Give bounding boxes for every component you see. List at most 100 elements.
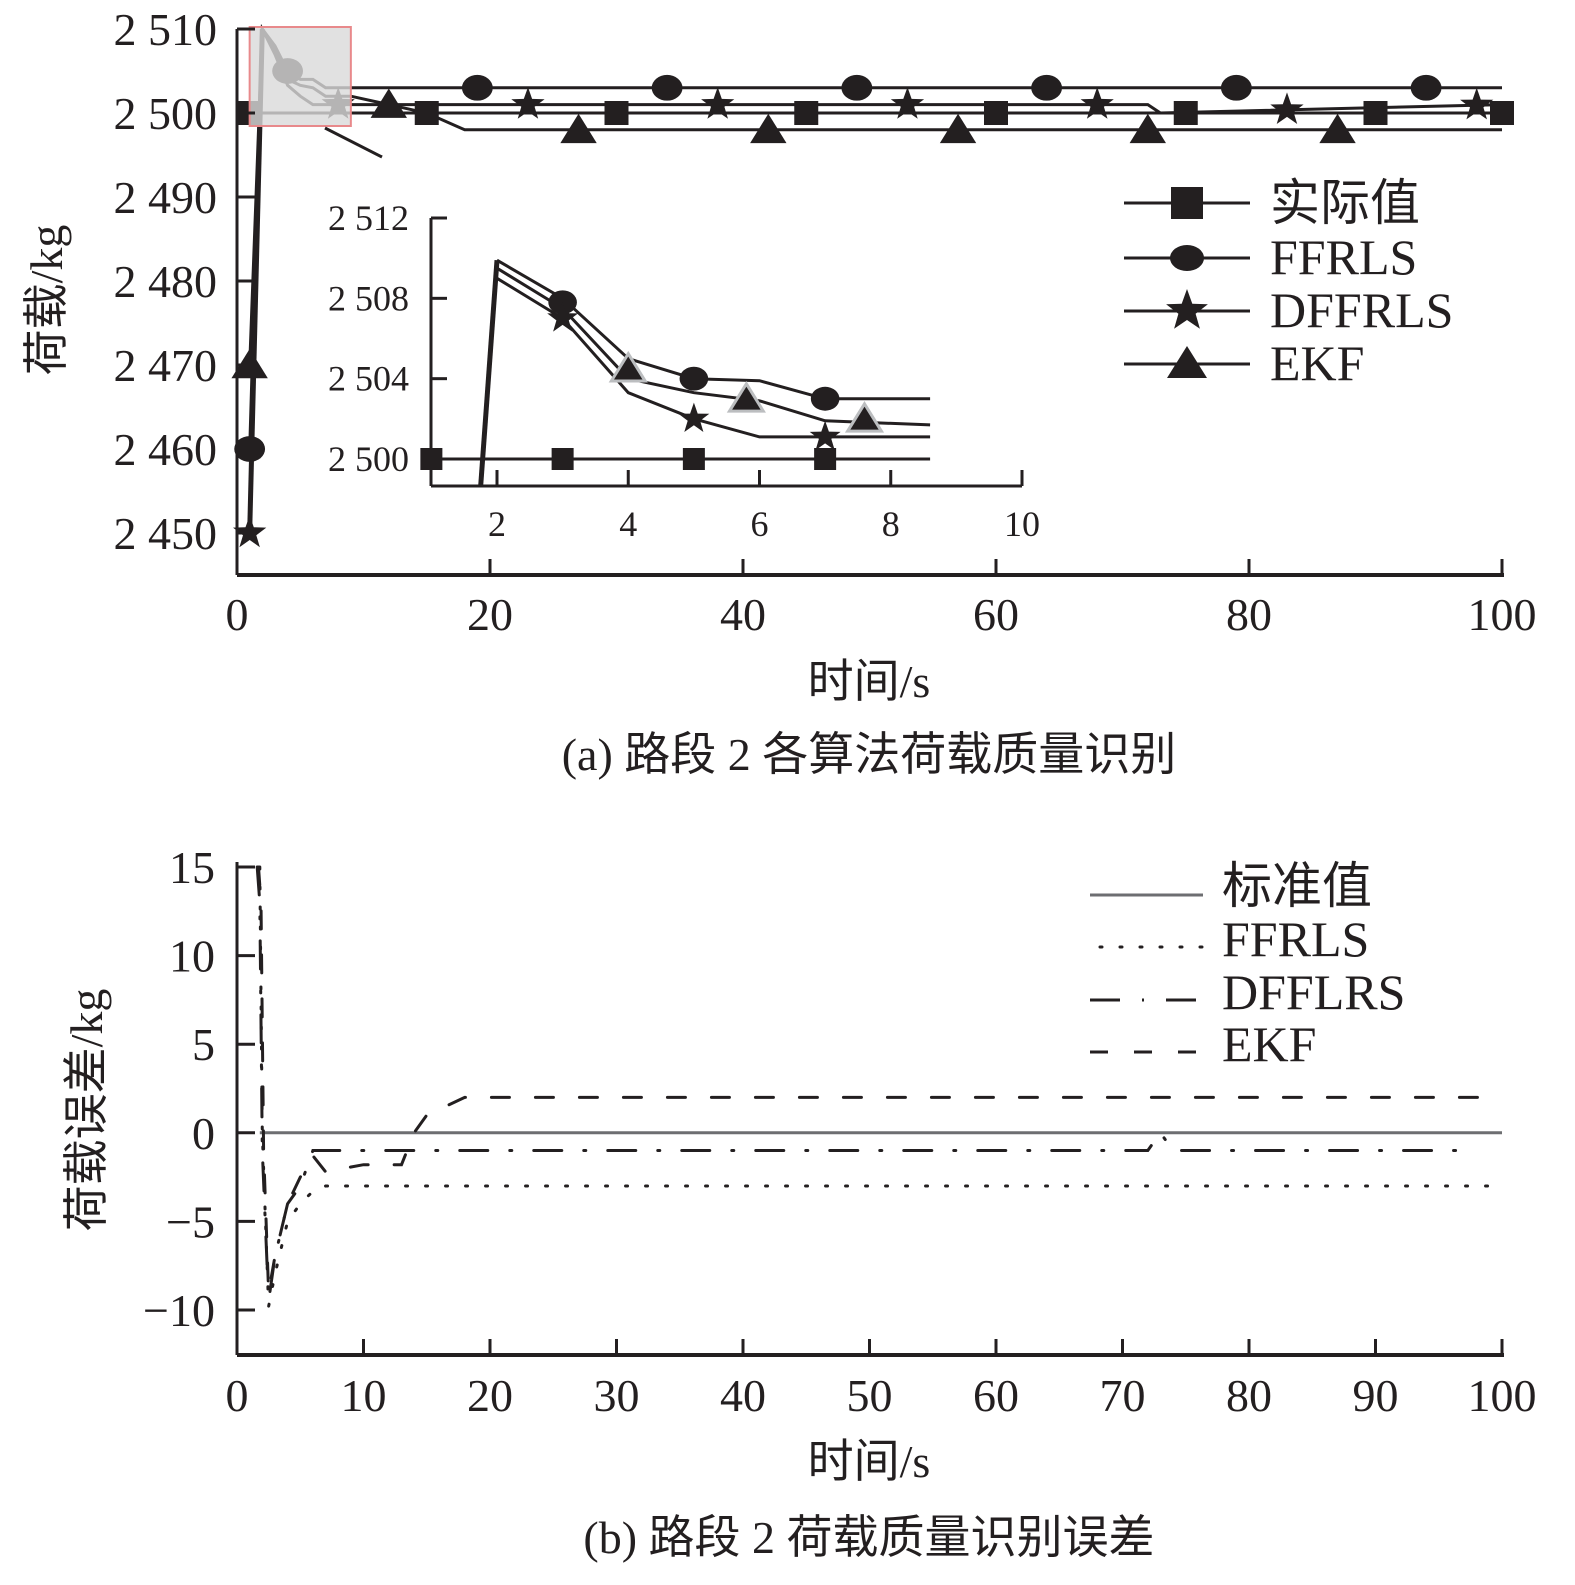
triangle-marker: [726, 380, 766, 413]
star-marker: [701, 87, 735, 119]
triangle-marker: [939, 113, 977, 144]
square-marker: [794, 101, 819, 125]
x-tick-label: 30: [594, 1370, 640, 1421]
legend-label: DFFRLS: [1270, 282, 1453, 338]
legend-item-dffrls: DFFRLS: [1124, 282, 1453, 338]
x-tick-label: 20: [467, 589, 513, 640]
chart-b-x-axis-title: 时间/s: [808, 1436, 931, 1487]
inset-ticks: 2 500 2 504 2 508 2 512 2 4 6 8 10: [328, 198, 1040, 544]
triangle-marker: [1129, 113, 1166, 144]
y-tick-label: 15: [169, 842, 215, 893]
y-tick-label: 2 510: [114, 4, 218, 55]
chart-a-legend: 实际值 FFRLS DFFRLS EKF: [1124, 175, 1453, 391]
square-marker: [551, 448, 574, 470]
chart-b-legend: 标准值 FFRLS DFFLRS EKF: [1090, 858, 1405, 1072]
triangle-marker: [750, 113, 787, 144]
inset-x-tick-label: 2: [488, 504, 506, 544]
chart-a-caption: (a) 路段 2 各算法荷载质量识别: [562, 729, 1177, 780]
inset-line-FFRLS: [496, 258, 931, 401]
x-tick-label: 60: [973, 1370, 1019, 1421]
square-marker: [814, 448, 837, 470]
star-marker: [809, 420, 841, 451]
y-tick-label: 0: [192, 1108, 215, 1159]
triangle-marker: [1319, 113, 1356, 144]
star-marker: [233, 515, 267, 548]
circle-marker-icon: [1170, 245, 1204, 271]
y-tick-label: 2 450: [114, 508, 218, 559]
x-tick-label: 0: [226, 1370, 249, 1421]
inset-y-tick-label: 2 508: [328, 278, 409, 318]
inset-axes: [429, 218, 1022, 488]
x-tick-label: 90: [1353, 1370, 1399, 1421]
chart-b-ticks: −10 −5 0 5 10 15 0 10 20 30 40 50 60 70 80 90 100: [143, 842, 1536, 1421]
zoom-region-box: [248, 26, 352, 127]
chart-b-series: [255, 865, 1504, 1307]
star-marker: [547, 302, 579, 332]
circle-marker: [810, 386, 840, 411]
inset-line-rise: [478, 260, 500, 488]
legend-item-ekf: EKF: [1124, 335, 1364, 391]
star-marker: [1270, 92, 1304, 124]
square-marker: [414, 101, 439, 125]
y-tick-label: 2 470: [114, 340, 218, 391]
x-tick-label: 0: [226, 589, 249, 640]
circle-marker: [461, 74, 493, 101]
square-marker: [682, 448, 705, 470]
chart-b-y-axis-title: 荷载误差/kg: [61, 989, 112, 1232]
x-tick-label: 80: [1226, 1370, 1272, 1421]
chart-b-caption: (b) 路段 2 荷载质量识别误差: [583, 1512, 1154, 1563]
inset-x-tick-label: 6: [751, 504, 769, 544]
legend-label: 标准值: [1222, 858, 1372, 914]
zoom-highlight-box: [248, 26, 383, 159]
triangle-marker-icon: [1167, 346, 1207, 378]
star-marker-icon: [1166, 289, 1208, 329]
square-marker-icon: [1171, 187, 1203, 219]
square-marker: [1363, 101, 1388, 125]
y-tick-label: 2 480: [114, 256, 218, 307]
inset-y-tick-label: 2 500: [328, 439, 409, 479]
star-marker: [890, 87, 925, 119]
zoom-connector-line: [324, 126, 383, 159]
inset-x-tick-label: 4: [619, 504, 637, 544]
circle-marker: [1031, 74, 1062, 101]
x-tick-label: 40: [720, 1370, 766, 1421]
x-tick-label: 100: [1468, 1370, 1537, 1421]
legend-label: FFRLS: [1222, 911, 1369, 967]
x-tick-label: 10: [341, 1370, 387, 1421]
x-tick-label: 60: [973, 589, 1019, 640]
square-marker: [1490, 101, 1514, 125]
inset-x-tick-label: 8: [882, 504, 900, 544]
triangle-marker: [844, 401, 885, 433]
star-marker: [678, 402, 710, 432]
y-tick-label: −10: [143, 1285, 215, 1336]
chart-a-x-axis-title: 时间/s: [808, 656, 931, 707]
triangle-marker: [370, 88, 407, 118]
legend-label: EKF: [1270, 335, 1364, 391]
circle-marker: [841, 74, 873, 101]
legend-label: 实际值: [1270, 175, 1420, 231]
legend-item-standard: 标准值: [1090, 858, 1372, 914]
y-tick-label: 10: [169, 931, 215, 982]
x-tick-label: 50: [847, 1370, 893, 1421]
star-marker: [1080, 87, 1114, 119]
y-tick-label: 2 500: [114, 88, 218, 139]
inset-chart: 2 500 2 504 2 508 2 512 2 4 6 8 10: [328, 198, 1040, 544]
legend-item-ekf: EKF: [1090, 1016, 1316, 1072]
inset-y-tick-label: 2 512: [328, 198, 409, 238]
x-tick-label: 20: [467, 1370, 513, 1421]
legend-item-ffrls: FFRLS: [1098, 911, 1369, 967]
circle-marker: [1410, 74, 1442, 101]
chart-a-axes: [235, 29, 1504, 577]
series-line-DFFLRS: [255, 865, 1479, 1302]
square-marker: [604, 101, 629, 125]
legend-item-ffrls: FFRLS: [1124, 229, 1417, 285]
chart-b: −10 −5 0 5 10 15 0 10 20 30 40 50 60 70 80 90 100 荷载误差/k…: [61, 842, 1537, 1563]
chart-a-y-axis-title: 荷载/kg: [21, 225, 72, 376]
circle-marker: [1220, 74, 1252, 101]
star-marker: [1460, 87, 1494, 120]
y-tick-label: 5: [192, 1019, 215, 1070]
x-tick-label: 40: [720, 589, 766, 640]
